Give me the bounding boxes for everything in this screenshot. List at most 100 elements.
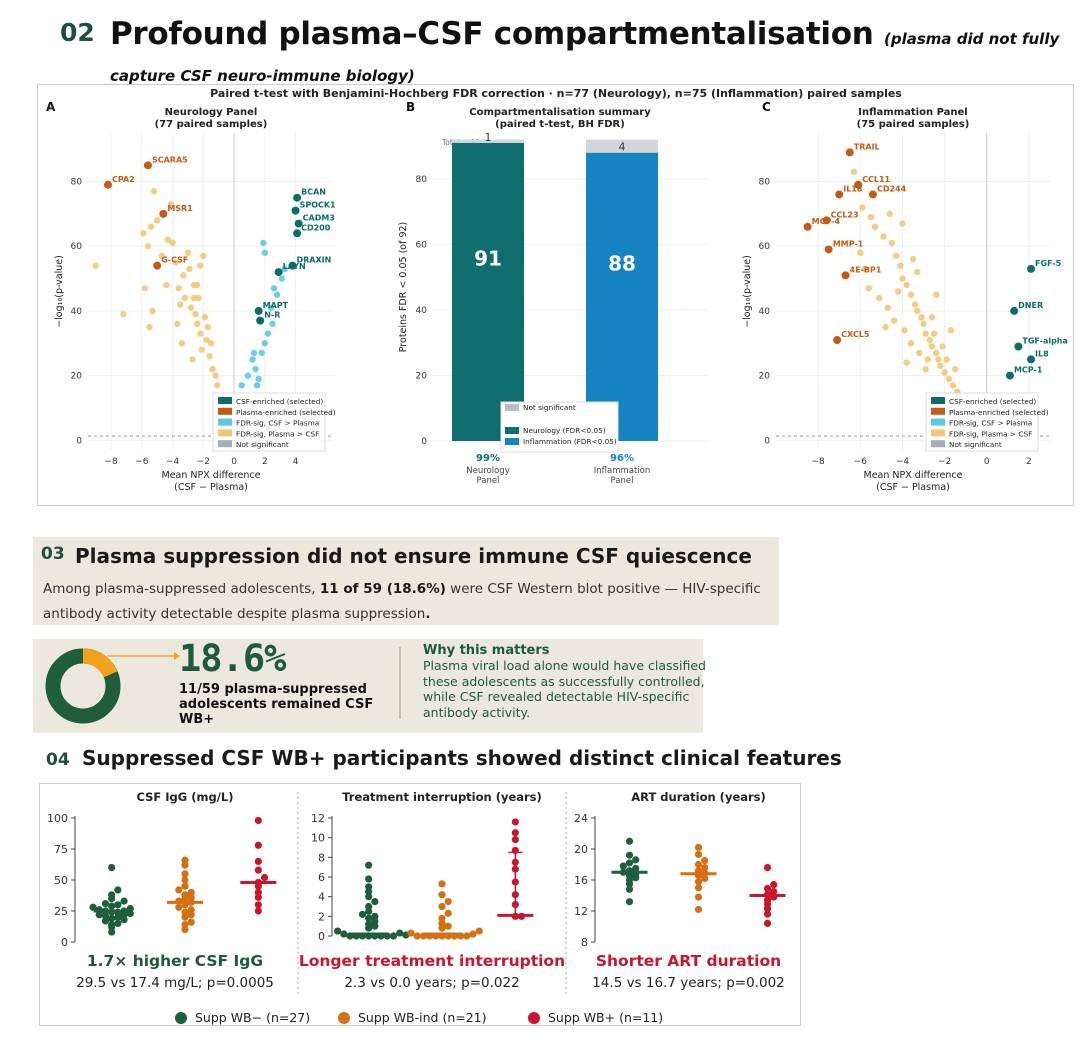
data-dot: [625, 851, 634, 859]
section-03-box: 03 Plasma suppression did not ensure imm…: [33, 537, 779, 625]
fdr-plasma-point: [186, 265, 193, 273]
labeled-point-mmp-1: [824, 245, 833, 254]
data-dot: [365, 883, 373, 891]
data-dot: [187, 918, 195, 926]
x-axis-label: Mean NPX difference: [162, 470, 261, 481]
data-dot: [175, 886, 183, 894]
data-dot: [254, 816, 262, 825]
data-dot: [763, 910, 772, 918]
dot-panel-csf-igg: CSF IgG (mg/L) 0 25 50 75 100 1.7× higher CSF …: [47, 790, 277, 991]
legend-label: Supp WB-ind (n=21): [358, 1010, 487, 1025]
labeled-point-il18: [835, 190, 844, 199]
labeled-point-spock1: [291, 206, 300, 215]
fdr-plasma-point: [147, 223, 155, 231]
fdr-plasma-point: [943, 356, 950, 363]
data-dot: [365, 914, 373, 922]
fdr-plasma-point: [907, 291, 915, 298]
x-tick-label: −6: [854, 457, 868, 467]
fdr-csf-point: [269, 320, 276, 328]
fdr-plasma-point: [192, 310, 199, 318]
legend-swatch: [931, 429, 945, 437]
fdr-csf-point: [258, 349, 265, 357]
data-dot: [120, 916, 128, 924]
data-dot: [108, 902, 116, 910]
panel-title: Compartmentalisation summary: [469, 107, 651, 118]
big-percent-caption: 11/59 plasma-suppressed adolescents rema…: [179, 682, 374, 727]
fdr-plasma-point: [882, 323, 889, 331]
panel-letter: A: [46, 100, 56, 114]
text-end: .: [425, 606, 431, 622]
y-tick-label: 50: [54, 874, 68, 887]
fdr-plasma-point: [895, 288, 902, 295]
fdr-plasma-point: [189, 356, 196, 363]
legend-swatch: [931, 407, 945, 415]
data-dot: [438, 914, 446, 922]
fdr-plasma-point: [144, 243, 152, 250]
fdr-plasma-point: [937, 362, 944, 370]
point-label: 4E-BP1: [850, 265, 882, 274]
fdr-csf-point: [267, 304, 275, 311]
data-dot: [101, 917, 110, 925]
fdr-plasma-point: [158, 252, 165, 260]
bar-significant-1: [586, 152, 658, 441]
data-dot: [181, 870, 189, 878]
data-dot: [694, 850, 703, 859]
point-label: CCL11: [862, 175, 890, 184]
fdr-plasma-point: [897, 262, 904, 269]
labeled-point-trail: [845, 148, 854, 157]
fdr-csf-point: [260, 239, 267, 247]
fdr-plasma-point: [177, 301, 184, 308]
x-tick-label: −2: [197, 457, 210, 467]
legend-dot: [175, 1012, 187, 1024]
fdr-csf-point: [278, 275, 285, 282]
labeled-point-n-r: [256, 316, 265, 325]
data-dot: [770, 888, 778, 896]
fdr-plasma-point: [92, 262, 99, 269]
data-dot: [371, 912, 379, 920]
legend-label: Neurology (FDR<0.05): [523, 426, 606, 435]
bar-category-label-2: Panel: [477, 476, 500, 486]
point-label: MCP-1: [1014, 366, 1043, 375]
dot-panel-title: ART duration (years): [631, 790, 766, 804]
data-dot: [108, 928, 116, 936]
compartmentalisation-figure: Paired t-test with Benjamini-Hochberg FD…: [37, 84, 1074, 506]
labeled-point-fgf-5: [1027, 264, 1036, 273]
fdr-plasma-point: [861, 265, 868, 273]
fdr-plasma-point: [212, 372, 219, 379]
data-dot: [260, 873, 269, 882]
fdr-csf-point: [249, 356, 256, 363]
fdr-plasma-point: [876, 294, 883, 302]
data-dot: [438, 891, 446, 899]
y-tick-label: 4: [318, 891, 325, 904]
section-title-main: Profound plasma–CSF compartmentalisation: [110, 16, 874, 52]
fdr-csf-point: [255, 375, 262, 383]
y-axis-label: Proteins FDR < 0.05 (of 92): [398, 222, 409, 353]
data-dot: [101, 899, 110, 908]
y-tick-label: 8: [581, 936, 588, 949]
legend-label: FDR-sig, Plasma > CSF: [236, 429, 319, 438]
section-title-03: Plasma suppression did not ensure immune…: [75, 544, 752, 568]
card-divider: [399, 647, 401, 719]
x-tick-label: 4: [293, 457, 299, 467]
fdr-plasma-point: [871, 223, 879, 231]
y-tick-label: 40: [71, 307, 83, 317]
legend-label: Inflammation (FDR<0.05): [523, 437, 617, 446]
fdr-csf-point: [281, 265, 288, 273]
fdr-plasma-point: [888, 239, 896, 247]
x-tick-label: −4: [896, 457, 910, 467]
fdr-plasma-point: [907, 340, 915, 347]
fdr-plasma-point: [903, 359, 910, 366]
data-dot: [181, 908, 189, 916]
y-tick-label: 20: [574, 843, 588, 856]
fdr-plasma-point: [922, 330, 929, 337]
fdr-plasma-point: [169, 239, 176, 247]
data-dot: [763, 896, 772, 904]
data-dot: [254, 901, 262, 909]
data-dot: [365, 861, 373, 869]
dot-panel-annotation: Shorter ART duration: [596, 952, 781, 970]
data-dot: [114, 919, 122, 927]
fdr-plasma-point: [899, 220, 906, 227]
data-dot: [175, 903, 183, 911]
data-dot: [763, 919, 772, 927]
data-dot: [114, 913, 122, 921]
